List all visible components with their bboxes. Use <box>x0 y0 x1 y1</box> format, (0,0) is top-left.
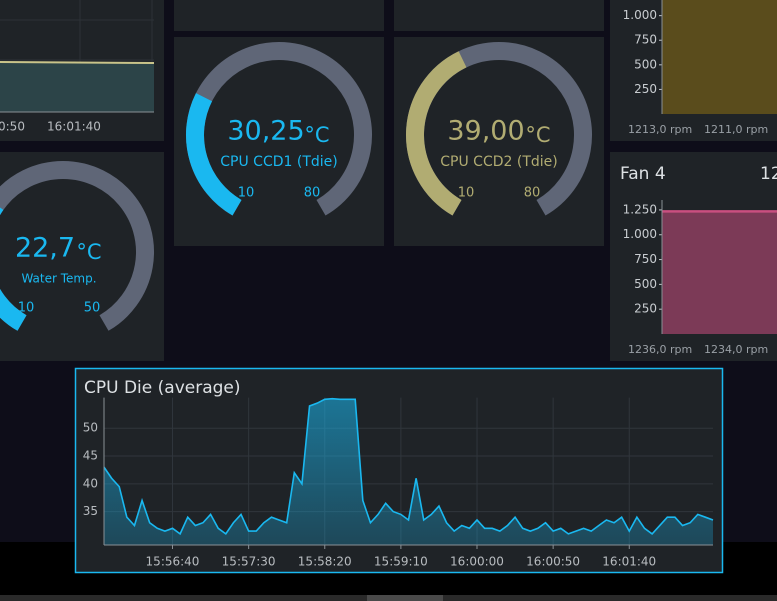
x-tick-label: 15:57:30 <box>222 555 276 569</box>
gauge-value-label: 22,7 <box>15 233 75 264</box>
x-tick-label: 0:50 <box>0 120 25 134</box>
gauge-value-label: 39,00 <box>447 116 524 147</box>
fan-reading: 1211,0 rpm <box>704 123 768 136</box>
y-tick-label: 750 <box>634 252 657 266</box>
y-tick-label: 45 <box>83 449 98 463</box>
fan-title: Fan 4 <box>620 164 666 184</box>
gauge-unit: °C <box>76 240 101 264</box>
y-tick-label: 1.000 <box>623 8 657 22</box>
y-tick-label: 1.250 <box>623 202 657 216</box>
y-tick-label: 1.000 <box>623 227 657 241</box>
y-tick-label: 500 <box>634 277 657 291</box>
y-tick-label: 250 <box>634 82 657 96</box>
gauge-min: 10 <box>18 301 35 316</box>
panel <box>174 37 384 246</box>
y-tick-label: 50 <box>83 421 98 435</box>
fan-area <box>662 0 777 115</box>
panel <box>394 0 604 31</box>
x-tick-label: 16:00:00 <box>450 555 504 569</box>
panel <box>174 0 384 31</box>
line <box>103 397 714 536</box>
gauge-unit: °C <box>304 123 329 147</box>
gauge-label: CPU CCD1 (Tdie) <box>220 154 337 170</box>
chart-title: CPU Die (average) <box>84 378 241 398</box>
gauge-value <box>406 51 467 216</box>
gauge-value-label: 30,25 <box>227 116 304 147</box>
y-tick-label: 40 <box>83 476 98 490</box>
gauge-unit: °C <box>525 123 550 147</box>
fan-reading: 1236,0 rpm <box>628 343 692 356</box>
y-tick-label: 250 <box>634 302 657 316</box>
scrollbar-thumb[interactable] <box>367 595 443 601</box>
y-tick-label: 750 <box>634 33 657 47</box>
y-tick-label: 500 <box>634 57 657 71</box>
x-tick-label: 16:01:40 <box>47 120 101 134</box>
gauge-max: 50 <box>84 301 101 316</box>
area <box>0 62 154 112</box>
fan-area <box>662 211 777 334</box>
gauge-min: 10 <box>238 186 255 201</box>
gauge-max: 80 <box>304 186 321 201</box>
gauge-label: Water Temp. <box>21 272 96 286</box>
gauge-track <box>0 161 154 331</box>
gauge-value <box>0 207 27 331</box>
x-tick-label: 15:56:40 <box>146 555 200 569</box>
x-tick-label: 15:59:10 <box>374 555 428 569</box>
fan-reading: 1213,0 rpm <box>628 123 692 136</box>
x-tick-label: 15:58:20 <box>298 555 352 569</box>
gauge-value <box>186 93 242 216</box>
x-tick-label: 16:00:50 <box>526 555 580 569</box>
x-tick-label: 16:01:40 <box>602 555 656 569</box>
y-tick-label: 35 <box>83 504 98 518</box>
gauge-max: 80 <box>524 186 541 201</box>
gauge-min: 10 <box>458 186 475 201</box>
fan-reading: 1234,0 rpm <box>704 343 768 356</box>
line <box>0 61 155 64</box>
panel <box>394 37 604 246</box>
fan-current: 12 <box>760 164 777 184</box>
gauge-label: CPU CCD2 (Tdie) <box>440 154 557 170</box>
